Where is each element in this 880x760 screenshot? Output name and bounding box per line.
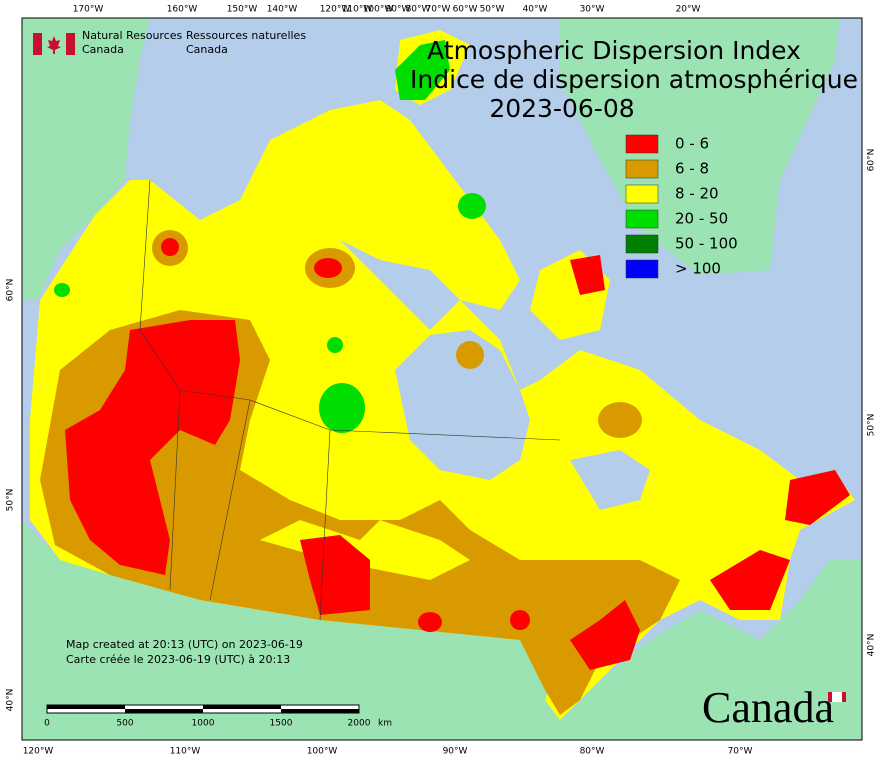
- scale-label: 0: [44, 719, 50, 729]
- right-lat-label: 60°N: [867, 149, 877, 172]
- zone-0-6-maritimes: [710, 550, 790, 610]
- top-lon-label: 60°W: [453, 5, 478, 15]
- usa: [22, 520, 862, 740]
- zone-6-8-quebec: [598, 402, 642, 438]
- right-lat-label: 50°N: [867, 414, 877, 437]
- zone-20-50-small: [327, 337, 343, 353]
- zone-6-8-hudson: [456, 341, 484, 369]
- canada-wordmark: Canada: [702, 683, 834, 732]
- wordmark-flag-centre: [832, 692, 842, 702]
- top-lon-label: 30°W: [580, 5, 605, 15]
- legend-swatch: [625, 209, 659, 229]
- created-fr: Carte créée le 2023-06-19 (UTC) à 20:13: [66, 653, 290, 666]
- zone-20-50-devon: [458, 193, 486, 219]
- scale-bar: [46, 704, 360, 714]
- provincial-borders: [139, 179, 561, 621]
- left-lat-label: 60°N: [6, 279, 16, 302]
- scale-bar-segment: [203, 705, 281, 709]
- scale-bar-segment: [47, 705, 125, 709]
- flag-bar-left: [33, 33, 42, 55]
- legend-swatch: [625, 184, 659, 204]
- scale-label: 1500: [270, 719, 293, 729]
- created-en: Map created at 20:13 (UTC) on 2023-06-19: [66, 638, 303, 651]
- top-lon-label: 150°W: [227, 5, 258, 15]
- scale-label: 1000: [192, 719, 215, 729]
- right-lat-label: 40°N: [867, 634, 877, 657]
- legend-swatch: [625, 134, 659, 154]
- bottom-lon-label: 100°W: [307, 747, 338, 757]
- legend-swatch: [625, 259, 659, 279]
- title-en: Atmospheric Dispersion Index: [427, 36, 801, 65]
- graticule-labels: 170°W 160°W 150°W 140°W 120°W110°W100°W90°W8…: [6, 5, 877, 757]
- scale-bar-segment: [281, 709, 359, 713]
- legend-label: 20 - 50: [675, 210, 728, 228]
- zone-0-6-west: [65, 320, 240, 575]
- zone-0-6-nfld: [785, 470, 850, 525]
- legend-label: 0 - 6: [675, 135, 709, 153]
- top-lon-label: 90°W: [386, 5, 411, 15]
- zone-0-6-lake: [418, 612, 442, 632]
- title-fr: Indice de dispersion atmosphérique: [410, 65, 858, 94]
- legend-swatch: [625, 234, 659, 254]
- top-lon-label: 70°W: [426, 5, 451, 15]
- credit-en: Canada: [82, 43, 124, 56]
- bottom-lon-label: 80°W: [580, 747, 605, 757]
- legend-label: 8 - 20: [675, 185, 719, 203]
- left-lat-label: 50°N: [6, 489, 16, 512]
- hudson-bay: [395, 330, 530, 480]
- zone-20-50-nunavut: [319, 383, 365, 433]
- left-lat-label: 40°N: [6, 689, 16, 712]
- zone-20-50-alaska: [54, 283, 70, 297]
- top-lon-label: 120°W: [320, 5, 351, 15]
- gulf: [570, 450, 650, 510]
- bottom-lon-label: 110°W: [170, 747, 201, 757]
- credit-fr: Canada: [186, 43, 228, 56]
- flag-bar-right: [66, 33, 75, 55]
- zone-8-20-south: [260, 520, 470, 580]
- top-lon-label: 20°W: [676, 5, 701, 15]
- arctic-islands: [240, 100, 520, 310]
- scale-label: 500: [116, 719, 133, 729]
- bottom-lon-label: 70°W: [728, 747, 753, 757]
- zone-20-50-ellesmere: [395, 40, 450, 100]
- map-frame-content: [21, 17, 863, 741]
- top-lon-label: 50°W: [480, 5, 505, 15]
- scale-bar-segment: [125, 709, 203, 713]
- credit-fr: Ressources naturelles: [186, 29, 306, 42]
- top-lon-label: 80°W: [406, 5, 431, 15]
- alaska: [22, 18, 150, 300]
- maple-leaf: [47, 36, 61, 54]
- legend-label: 6 - 8: [675, 160, 709, 178]
- zone-0-6-yukon: [161, 238, 179, 256]
- date: 2023-06-08: [489, 94, 634, 123]
- top-lon-label: 110°W: [342, 5, 373, 15]
- top-lon-label: 140°W: [267, 5, 298, 15]
- zone-0-6-sw-ontario: [570, 600, 640, 670]
- zone-0-6-quebec: [510, 610, 530, 630]
- legend-label: > 100: [675, 260, 721, 278]
- legend-swatch: [625, 159, 659, 179]
- zone-0-6-baffin: [570, 255, 605, 295]
- top-lon-label: 160°W: [167, 5, 198, 15]
- legend: 0 - 6 6 - 8 8 - 20 20 - 50 50 - 100 > 100: [625, 134, 738, 279]
- fip-logo: [33, 33, 75, 55]
- frame: [21, 17, 863, 741]
- zone-0-6-north: [314, 258, 342, 278]
- credit-en: Natural Resources: [82, 29, 183, 42]
- bottom-lon-label: 90°W: [443, 747, 468, 757]
- zone-0-6-ontario: [300, 535, 370, 615]
- legend-label: 50 - 100: [675, 235, 738, 253]
- bottom-lon-label: 120°W: [23, 747, 54, 757]
- scale-label: 2000: [348, 719, 371, 729]
- top-lon-label: 100°W: [363, 5, 394, 15]
- scale-unit: km: [378, 719, 392, 729]
- top-lon-label: 40°W: [523, 5, 548, 15]
- top-lon-label: 170°W: [73, 5, 104, 15]
